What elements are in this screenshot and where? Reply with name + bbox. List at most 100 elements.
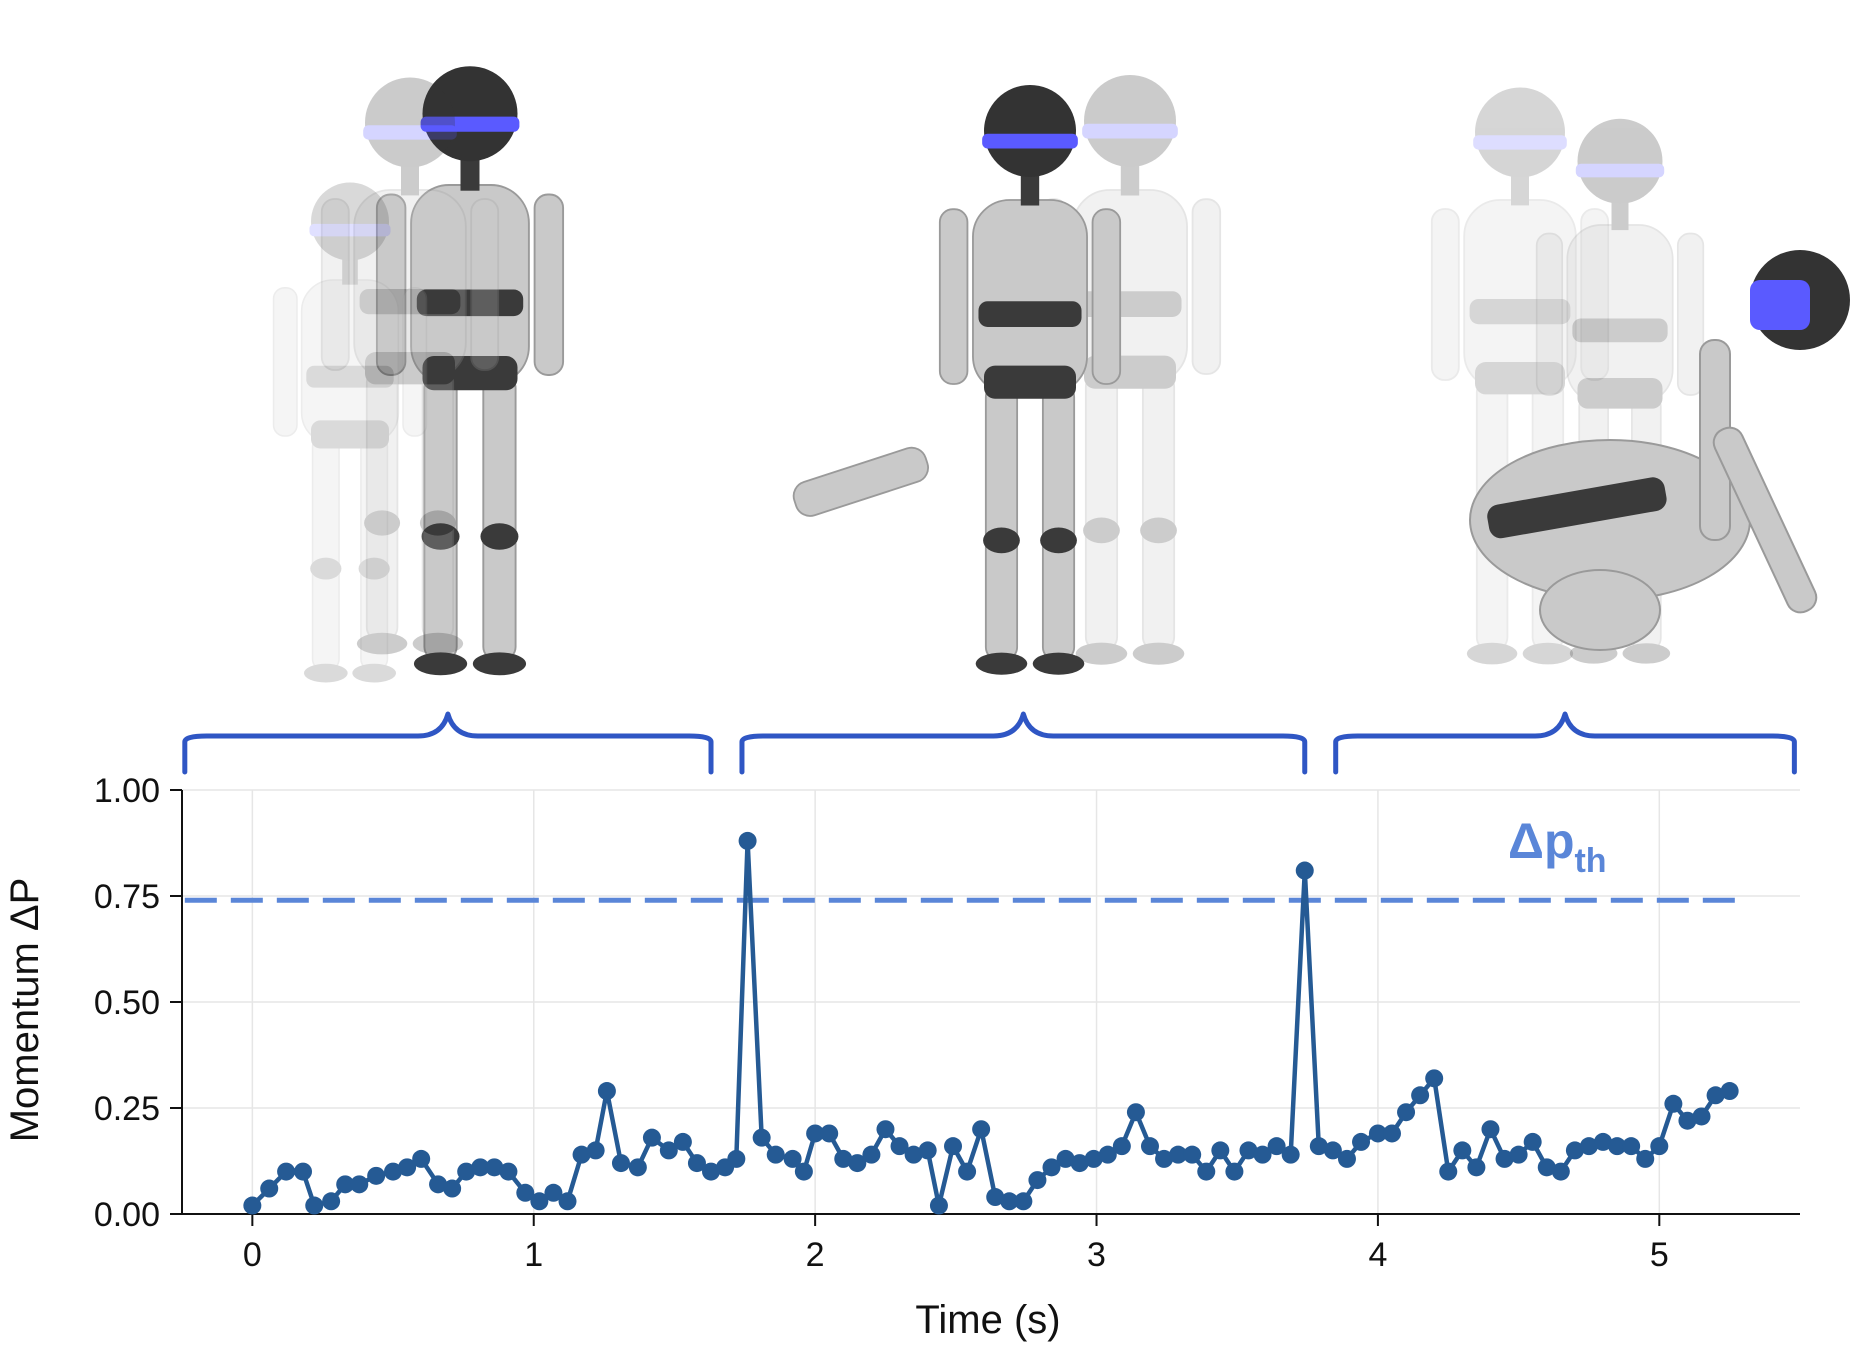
threshold-label-main: Δp <box>1508 813 1574 869</box>
data-point-100 <box>1664 1094 1683 1113</box>
data-point-63 <box>1140 1137 1159 1156</box>
data-point-12 <box>429 1175 448 1194</box>
x-tick-label-0: 0 <box>243 1236 262 1274</box>
data-point-102 <box>1692 1107 1711 1126</box>
data-point-3 <box>293 1162 312 1181</box>
data-point-17 <box>499 1162 518 1181</box>
data-point-103 <box>1706 1086 1725 1105</box>
threshold-label: Δpth <box>1508 813 1607 880</box>
data-point-10 <box>398 1158 417 1177</box>
data-point-84 <box>1439 1162 1458 1181</box>
data-point-94 <box>1579 1137 1598 1156</box>
x-tick-label-4: 4 <box>1368 1236 1387 1274</box>
data-point-74 <box>1295 861 1314 880</box>
segment-brace-2 <box>1333 711 1797 775</box>
data-point-59 <box>1084 1149 1103 1168</box>
data-point-7 <box>350 1175 369 1194</box>
data-point-58 <box>1070 1154 1089 1173</box>
data-point-83 <box>1425 1069 1444 1088</box>
data-point-49 <box>944 1137 963 1156</box>
data-point-90 <box>1523 1132 1542 1151</box>
data-point-45 <box>890 1137 909 1156</box>
robot-illustrations <box>272 66 1850 683</box>
segment-brace-1 <box>739 711 1308 775</box>
data-point-27 <box>642 1128 661 1147</box>
data-point-97 <box>1622 1137 1641 1156</box>
data-point-30 <box>687 1154 706 1173</box>
data-point-99 <box>1650 1137 1669 1156</box>
data-point-62 <box>1126 1103 1145 1122</box>
data-point-92 <box>1551 1162 1570 1181</box>
data-point-55 <box>1028 1171 1047 1190</box>
data-point-4 <box>305 1196 324 1215</box>
data-point-72 <box>1267 1137 1286 1156</box>
robot-kneel-to-stand-ghost-1 <box>320 77 500 655</box>
data-point-88 <box>1495 1149 1514 1168</box>
data-point-46 <box>904 1145 923 1164</box>
data-point-35 <box>752 1128 771 1147</box>
series <box>243 831 1739 1215</box>
data-point-71 <box>1253 1145 1272 1164</box>
data-point-37 <box>783 1149 802 1168</box>
x-tick-label-2: 2 <box>806 1236 825 1274</box>
data-point-53 <box>1000 1192 1019 1211</box>
segment-braces <box>182 711 1797 775</box>
data-point-104 <box>1720 1082 1739 1101</box>
data-point-93 <box>1565 1141 1584 1160</box>
x-tick-label-3: 3 <box>1087 1236 1106 1274</box>
data-point-23 <box>586 1141 605 1160</box>
data-point-0 <box>243 1196 262 1215</box>
data-point-57 <box>1056 1149 1075 1168</box>
data-point-42 <box>848 1154 867 1173</box>
data-point-24 <box>597 1082 616 1101</box>
data-point-6 <box>336 1175 355 1194</box>
robot-fall-crouch-main <box>1469 250 1850 651</box>
data-point-87 <box>1481 1120 1500 1139</box>
data-point-13 <box>443 1179 462 1198</box>
data-point-95 <box>1594 1132 1613 1151</box>
data-point-31 <box>702 1162 721 1181</box>
robot-kneel-to-stand-ghost-2 <box>272 182 428 683</box>
chart: 0 1 2 3 4 5 0.00 0.25 0.50 0.75 1.00 Time (s) Mom… <box>3 711 1800 1342</box>
data-point-89 <box>1509 1145 1528 1164</box>
data-point-73 <box>1281 1145 1300 1164</box>
y-ticks: 0.00 0.25 0.50 0.75 1.00 <box>94 772 182 1234</box>
data-point-52 <box>986 1188 1005 1207</box>
data-point-91 <box>1537 1158 1556 1177</box>
x-axis-label: Time (s) <box>915 1298 1060 1342</box>
data-point-80 <box>1382 1124 1401 1143</box>
data-point-65 <box>1169 1145 1188 1164</box>
data-point-76 <box>1323 1141 1342 1160</box>
data-point-75 <box>1309 1137 1328 1156</box>
data-point-54 <box>1014 1192 1033 1211</box>
data-point-19 <box>530 1192 549 1211</box>
y-tick-label-1: 0.25 <box>94 1090 160 1128</box>
data-point-22 <box>572 1145 591 1164</box>
data-point-25 <box>611 1154 630 1173</box>
data-point-15 <box>471 1158 490 1177</box>
data-point-38 <box>794 1162 813 1181</box>
data-point-21 <box>558 1192 577 1211</box>
data-point-39 <box>806 1124 825 1143</box>
data-point-2 <box>277 1162 296 1181</box>
data-point-44 <box>876 1120 895 1139</box>
data-point-33 <box>727 1149 746 1168</box>
y-tick-label-0: 0.00 <box>94 1196 160 1234</box>
x-ticks: 0 1 2 3 4 5 <box>243 1214 1669 1274</box>
data-point-86 <box>1467 1158 1486 1177</box>
data-point-96 <box>1608 1137 1627 1156</box>
data-point-51 <box>972 1120 991 1139</box>
data-point-18 <box>516 1183 535 1202</box>
data-point-50 <box>958 1162 977 1181</box>
data-point-56 <box>1042 1158 1061 1177</box>
data-point-28 <box>659 1141 678 1160</box>
data-point-77 <box>1337 1149 1356 1168</box>
robot-kneel-to-stand-main <box>375 66 565 676</box>
data-point-11 <box>412 1149 431 1168</box>
data-point-5 <box>322 1192 341 1211</box>
data-point-9 <box>384 1162 403 1181</box>
data-point-70 <box>1239 1141 1258 1160</box>
data-point-43 <box>862 1145 881 1164</box>
data-point-79 <box>1368 1124 1387 1143</box>
data-point-36 <box>766 1145 785 1164</box>
